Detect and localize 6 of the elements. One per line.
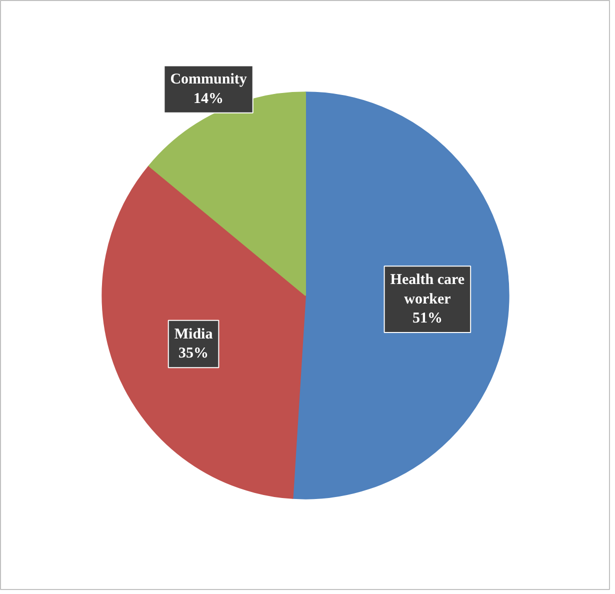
slice-label: Health care worker xyxy=(390,272,465,308)
data-label: 35% xyxy=(178,346,209,362)
data-label: 14% xyxy=(194,90,224,107)
slice-label: Midia xyxy=(174,326,214,342)
slice-label: Community xyxy=(170,72,248,88)
data-label: 51% xyxy=(412,310,442,327)
